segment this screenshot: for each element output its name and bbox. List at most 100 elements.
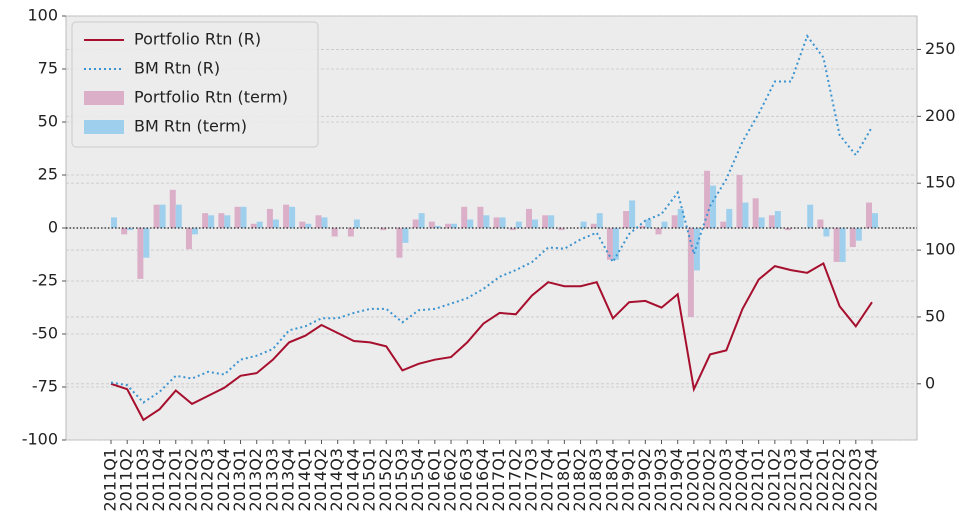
bar — [169, 189, 176, 228]
x-tick-label: 2011Q2 — [117, 448, 136, 512]
bar — [785, 228, 792, 231]
bar — [283, 204, 290, 228]
bar — [612, 228, 619, 260]
bar — [677, 208, 684, 228]
x-tick-label: 2019Q4 — [667, 448, 686, 512]
x-tick-label: 2012Q1 — [165, 448, 184, 512]
bar — [542, 215, 549, 228]
bar — [515, 221, 522, 228]
x-tick-label: 2018Q1 — [554, 448, 573, 512]
bar — [467, 219, 474, 228]
x-tick-label: 2015Q3 — [392, 448, 411, 512]
bar — [483, 215, 490, 228]
bar — [218, 213, 225, 228]
bar — [305, 223, 312, 228]
x-tick-label: 2011Q3 — [133, 448, 152, 512]
bar — [623, 211, 630, 228]
bar — [396, 228, 403, 258]
bar — [596, 213, 603, 228]
x-tick-label: 2020Q2 — [700, 448, 719, 512]
bar — [590, 223, 597, 228]
bar — [525, 208, 532, 228]
bar — [445, 223, 452, 228]
x-tick-label: 2019Q1 — [619, 448, 638, 512]
bar — [224, 215, 231, 228]
legend-label: Portfolio Rtn (term) — [134, 88, 288, 107]
bar — [639, 225, 646, 228]
x-tick-label: 2012Q3 — [198, 448, 217, 512]
bar — [704, 170, 711, 228]
bar — [353, 219, 360, 228]
x-tick-label: 2013Q4 — [279, 448, 298, 512]
y-tick-label: 100 — [27, 6, 58, 25]
bar — [477, 206, 484, 228]
bar — [758, 217, 765, 228]
legend-label: BM Rtn (R) — [134, 59, 220, 78]
bar — [710, 185, 717, 228]
x-tick-label: 2016Q1 — [424, 448, 443, 512]
x-tick-label: 2021Q2 — [764, 448, 783, 512]
bar — [866, 202, 872, 228]
bar — [548, 215, 555, 228]
x-tick-label: 2017Q3 — [521, 448, 540, 512]
bar — [833, 228, 840, 262]
bar — [687, 228, 694, 318]
x-tick-label: 2017Q4 — [538, 448, 557, 512]
y2-tick-label: 100 — [925, 240, 956, 259]
bar — [839, 228, 846, 262]
y2-tick-label: 200 — [925, 106, 956, 125]
bar — [272, 219, 279, 228]
bar — [380, 228, 387, 231]
x-tick-label: 2016Q3 — [457, 448, 476, 512]
x-tick-label: 2017Q2 — [505, 448, 524, 512]
y2-tick-label: 250 — [925, 39, 956, 58]
x-tick-label: 2016Q4 — [473, 448, 492, 512]
x-tick-label: 2018Q3 — [586, 448, 605, 512]
y-tick-label: 75 — [38, 59, 58, 78]
bar — [451, 223, 458, 228]
bar — [629, 200, 636, 228]
x-tick-label: 2011Q4 — [149, 448, 168, 512]
bar — [655, 228, 662, 235]
x-tick-label: 2022Q4 — [862, 448, 881, 512]
bar — [321, 217, 328, 228]
bar — [849, 228, 856, 248]
bar — [331, 228, 338, 237]
legend-label: BM Rtn (term) — [134, 117, 247, 136]
bar — [175, 204, 182, 228]
bar — [817, 219, 824, 228]
legend-swatch — [84, 120, 124, 134]
x-tick-label: 2013Q2 — [246, 448, 265, 512]
bar — [726, 208, 733, 228]
y-tick-label: -25 — [32, 271, 58, 290]
bar — [412, 219, 419, 228]
bar — [509, 228, 516, 231]
x-tick-label: 2019Q3 — [651, 448, 670, 512]
bar — [143, 228, 150, 258]
bar — [872, 213, 878, 228]
x-tick-label: 2014Q1 — [295, 448, 314, 512]
bar — [153, 204, 160, 228]
x-tick-label: 2013Q1 — [230, 448, 249, 512]
x-tick-label: 2022Q1 — [813, 448, 832, 512]
bar — [428, 221, 435, 228]
bar — [768, 215, 775, 228]
bar — [137, 228, 144, 279]
bar — [185, 228, 192, 250]
y-tick-label: -100 — [22, 430, 58, 449]
bar — [807, 204, 814, 228]
y-tick-label: -75 — [32, 377, 58, 396]
bar — [493, 217, 500, 228]
x-tick-label: 2022Q3 — [845, 448, 864, 512]
bar — [499, 217, 506, 228]
bar — [736, 175, 743, 228]
bar — [461, 206, 468, 228]
bar — [315, 215, 322, 228]
bar — [347, 228, 354, 237]
y-tick-label: -50 — [32, 324, 58, 343]
bar — [645, 219, 652, 228]
x-tick-label: 2014Q2 — [311, 448, 330, 512]
x-tick-label: 2022Q2 — [829, 448, 848, 512]
x-tick-label: 2012Q4 — [214, 448, 233, 512]
